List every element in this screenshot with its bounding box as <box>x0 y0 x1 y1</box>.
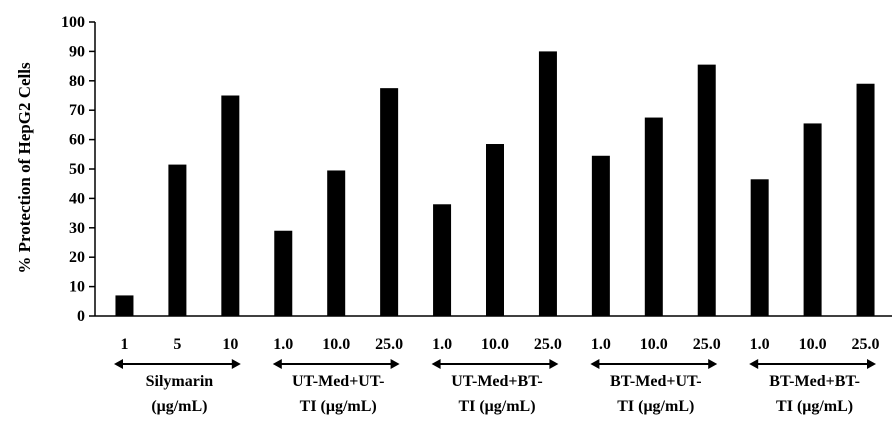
bar <box>644 117 663 316</box>
bar <box>221 95 240 316</box>
x-tick-label: 10.0 <box>322 336 350 353</box>
y-tick-label: 20 <box>69 249 85 266</box>
bar <box>856 83 875 317</box>
bar <box>327 170 346 316</box>
bar <box>486 144 504 316</box>
x-tick-label: 25.0 <box>693 336 721 353</box>
bar <box>750 179 769 316</box>
group-arrowhead-left <box>431 359 441 369</box>
x-tick-label: 10.0 <box>640 336 668 353</box>
group-label-line1: BT-Med+BT- <box>769 373 860 390</box>
group-label-line2: TI (μg/mL) <box>776 398 853 415</box>
y-tick-label: 80 <box>69 73 85 90</box>
x-axis: 1 5 10 1.0 10.0 25.0 1.0 10.0 25.0 1.0 10.0 25.0 1.0… <box>95 315 892 353</box>
x-tick-label: 1.0 <box>591 336 611 353</box>
group-label-line2: (μg/mL) <box>151 398 207 415</box>
y-tick-label: 30 <box>69 220 85 237</box>
group-label-line1: Silymarin <box>146 373 214 390</box>
bar <box>380 88 399 317</box>
x-tick-label: 25.0 <box>852 336 880 353</box>
y-tick-label: 10 <box>69 279 85 296</box>
bar <box>274 230 293 316</box>
group-label-line2: TI (μg/mL) <box>300 398 377 415</box>
y-tick-label: 40 <box>69 190 85 207</box>
group-arrowhead-left <box>749 359 759 369</box>
group-label-line1: UT-Med+BT- <box>451 373 543 390</box>
group-arrowhead-right <box>390 359 400 369</box>
group-arrowhead-left <box>590 359 600 369</box>
bars <box>115 51 875 317</box>
y-axis: 0 10 20 30 40 50 60 70 80 90 100 <box>61 14 96 325</box>
group-labels: Silymarin (μg/mL) UT-Med+UT- TI (μg/mL) UT-M… <box>114 359 876 415</box>
x-tick-label: 5 <box>173 336 181 353</box>
group-arrowhead-right <box>231 359 241 369</box>
group-arrowhead-right <box>867 359 876 369</box>
bar <box>803 123 822 317</box>
y-tick-label: 60 <box>69 132 85 149</box>
bar <box>697 64 716 316</box>
x-tick-label: 1.0 <box>273 336 293 353</box>
x-tick-label: 10.0 <box>481 336 509 353</box>
group-arrowhead-right <box>549 359 559 369</box>
group-label-line1: BT-Med+UT- <box>610 373 702 390</box>
group-arrowhead-left <box>272 359 282 369</box>
y-axis-label: % Protection of HepG2 Cells <box>15 62 34 274</box>
group-label-line2: TI (μg/mL) <box>458 398 535 415</box>
group-label-line2: TI (μg/mL) <box>617 398 694 415</box>
group-arrowhead-right <box>708 359 718 369</box>
bar <box>538 51 557 317</box>
bar <box>433 204 452 316</box>
x-tick-label: 1.0 <box>750 336 770 353</box>
x-tick-label: 1.0 <box>432 336 452 353</box>
bar <box>115 295 134 316</box>
x-tick-label: 1 <box>120 336 128 353</box>
x-tick-label: 25.0 <box>534 336 562 353</box>
x-tick-label: 25.0 <box>375 336 403 353</box>
bar <box>168 164 187 316</box>
group-arrowhead-left <box>114 359 123 369</box>
bar <box>591 155 610 316</box>
y-tick-label: 90 <box>69 43 85 60</box>
x-tick-label: 10.0 <box>799 336 827 353</box>
y-tick-label: 100 <box>61 14 85 31</box>
x-tick-label: 10 <box>222 336 238 353</box>
y-tick-label: 50 <box>69 161 85 178</box>
y-tick-label: 70 <box>69 102 85 119</box>
y-tick-label: 0 <box>77 308 85 325</box>
group-label-line1: UT-Med+UT- <box>292 373 384 390</box>
